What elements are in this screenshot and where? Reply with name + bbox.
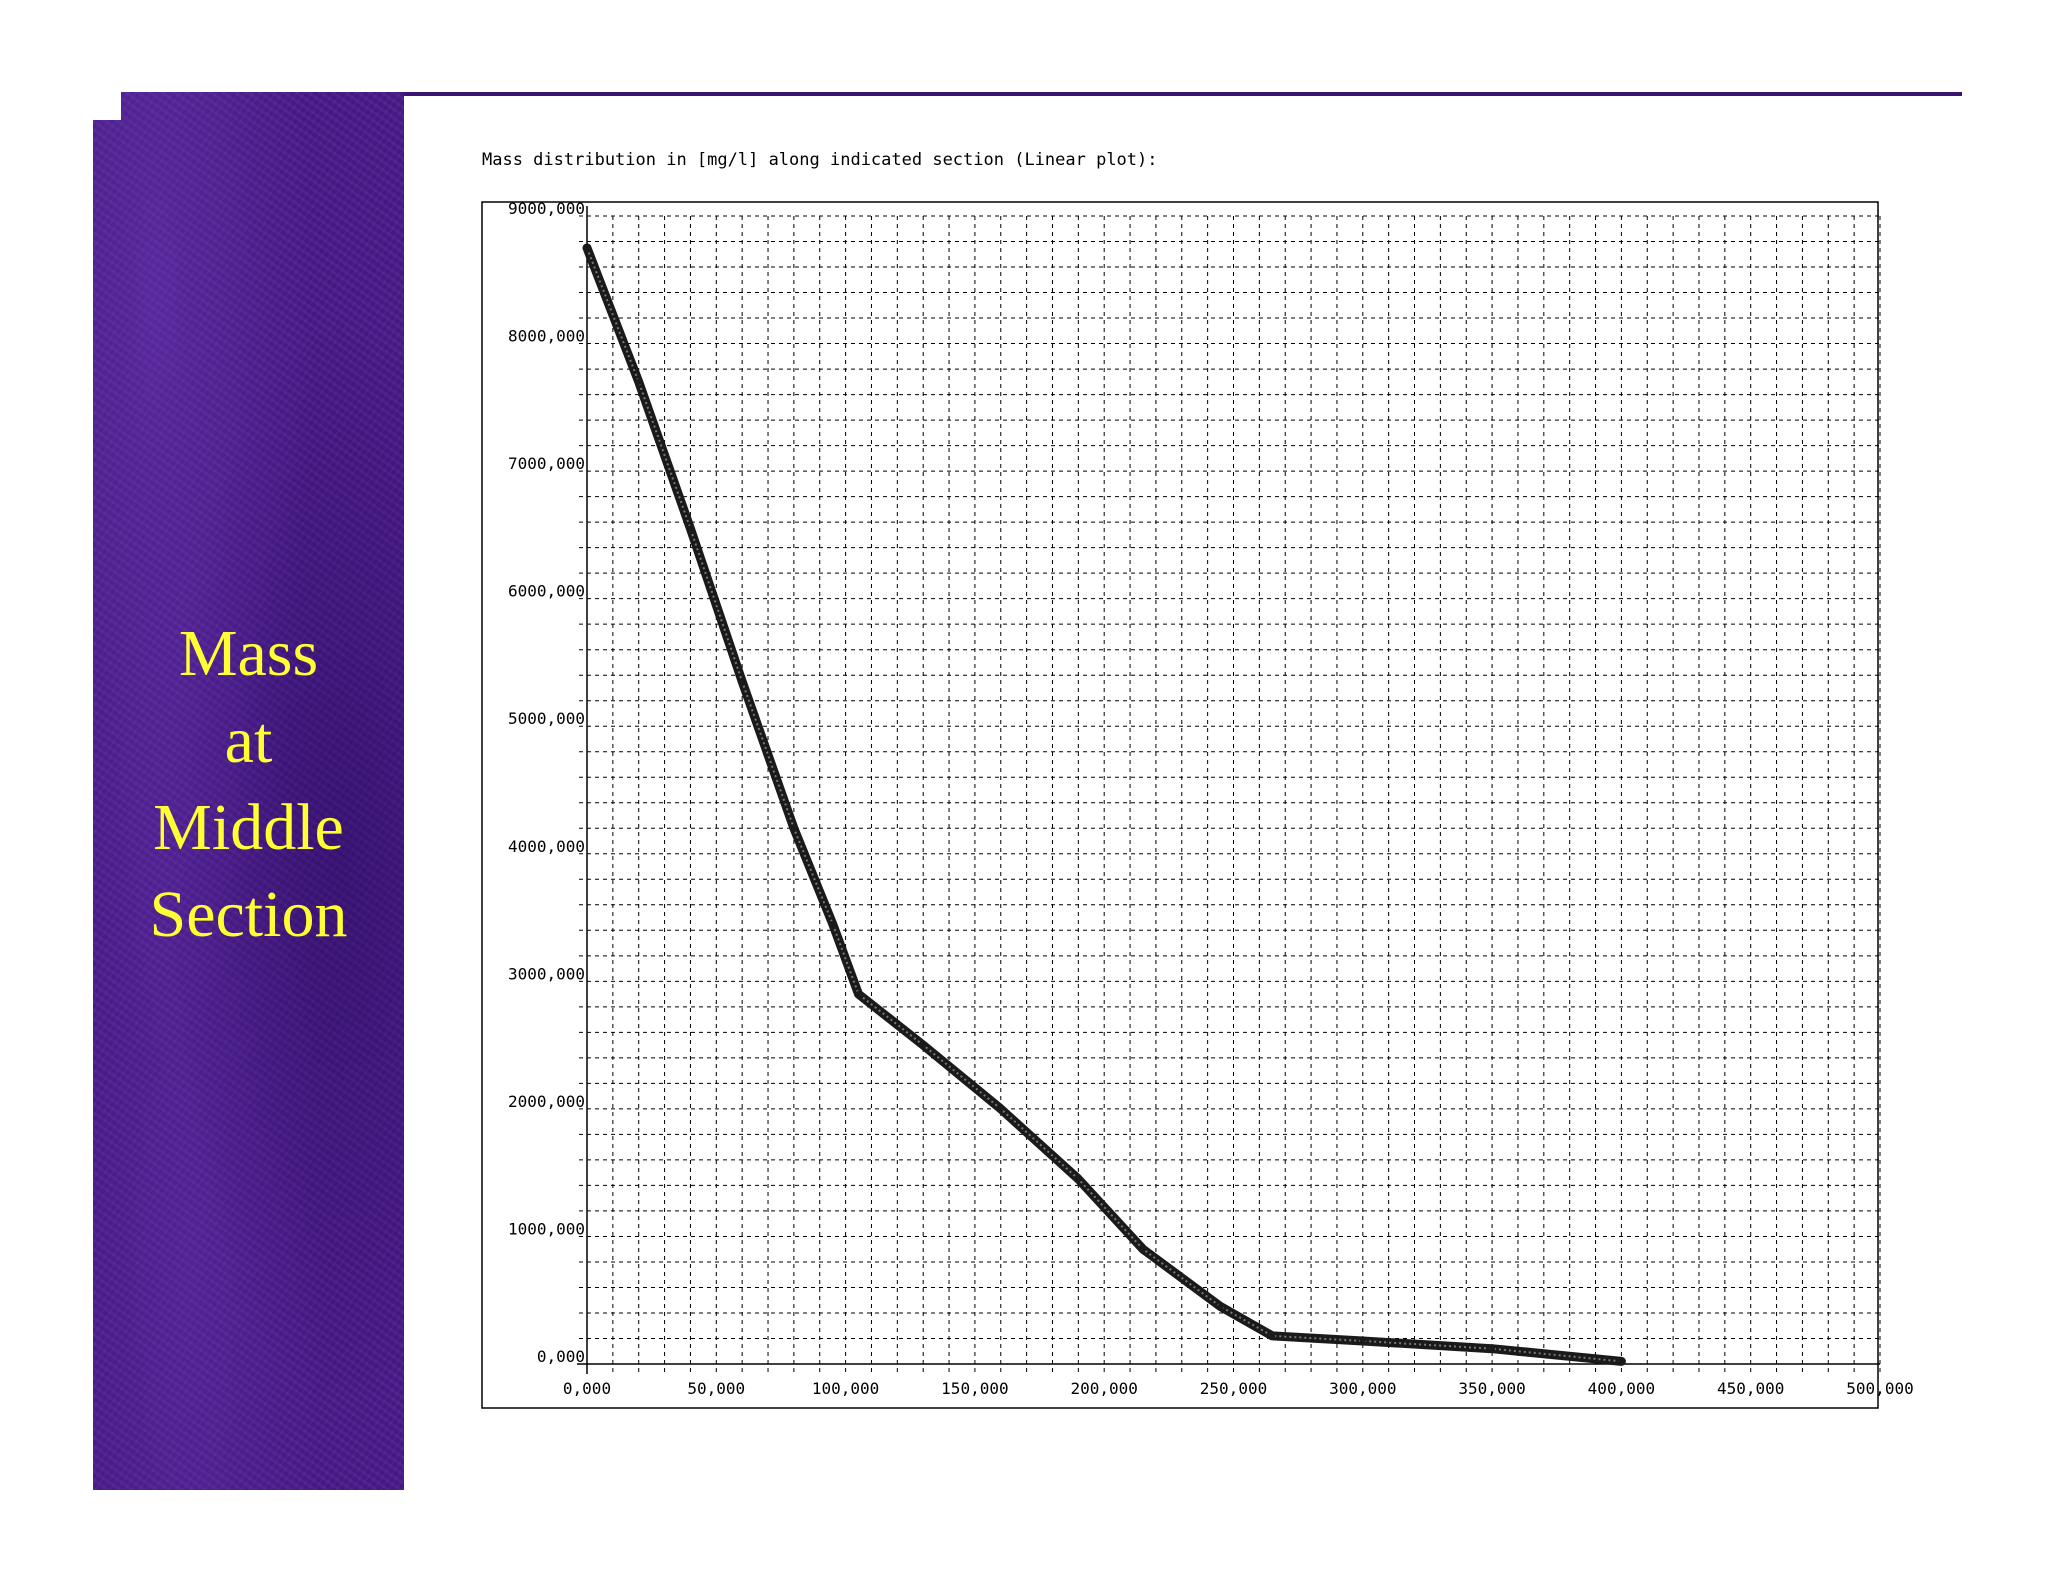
x-tick-label: 250,000: [1200, 1379, 1267, 1398]
data-point: [1075, 1176, 1082, 1183]
y-tick-label: 9000,000: [508, 199, 585, 218]
data-point: [1139, 1246, 1146, 1253]
y-tick-label: 4000,000: [508, 837, 585, 856]
y-tick-label: 2000,000: [508, 1092, 585, 1111]
y-tick-label: 3000,000: [508, 964, 585, 983]
data-point: [687, 525, 694, 532]
slide-title-line: Mass: [178, 617, 319, 690]
x-tick-label: 400,000: [1588, 1379, 1655, 1398]
y-tick-label: 6000,000: [508, 582, 585, 601]
top-rule: [120, 92, 1962, 96]
data-point: [997, 1105, 1004, 1112]
x-tick-label: 200,000: [1070, 1379, 1137, 1398]
chart-title: Mass distribution in [mg/l] along indica…: [482, 150, 1158, 170]
slide-title-line: at: [224, 704, 273, 777]
data-point: [790, 825, 797, 832]
x-tick-label: 50,000: [687, 1379, 745, 1398]
x-tick-label: 300,000: [1329, 1379, 1396, 1398]
data-point: [1489, 1345, 1496, 1352]
x-tick-label: 500,000: [1846, 1379, 1913, 1398]
data-point: [1618, 1358, 1625, 1365]
data-point: [855, 991, 862, 998]
plot-frame: [481, 201, 1879, 1409]
x-tick-label: 150,000: [941, 1379, 1008, 1398]
x-tick-label: 350,000: [1458, 1379, 1525, 1398]
slide-title-line: Section: [149, 878, 348, 951]
data-point: [739, 678, 746, 685]
sidebar-notch: [93, 92, 121, 120]
slide-title: Mass at Middle Section: [93, 610, 404, 958]
y-tick-label: 0,000: [537, 1347, 585, 1366]
sidebar-panel: [93, 92, 404, 1490]
series-line-texture: [586, 247, 1622, 1363]
data-point: [584, 244, 590, 251]
y-tick-label: 1000,000: [508, 1219, 585, 1238]
y-tick-label: 8000,000: [508, 327, 585, 346]
slide-title-line: Middle: [153, 791, 344, 864]
x-tick-label: 450,000: [1717, 1379, 1784, 1398]
data-point: [920, 1042, 927, 1049]
y-tick-label: 7000,000: [508, 454, 585, 473]
y-tick-label: 5000,000: [508, 709, 585, 728]
data-point: [829, 920, 836, 927]
x-tick-label: 0,000: [563, 1379, 611, 1398]
x-tick-label: 100,000: [812, 1379, 879, 1398]
data-point: [635, 378, 642, 385]
data-point: [1217, 1303, 1224, 1310]
data-point: [1269, 1332, 1276, 1339]
data-point: [1359, 1338, 1366, 1345]
